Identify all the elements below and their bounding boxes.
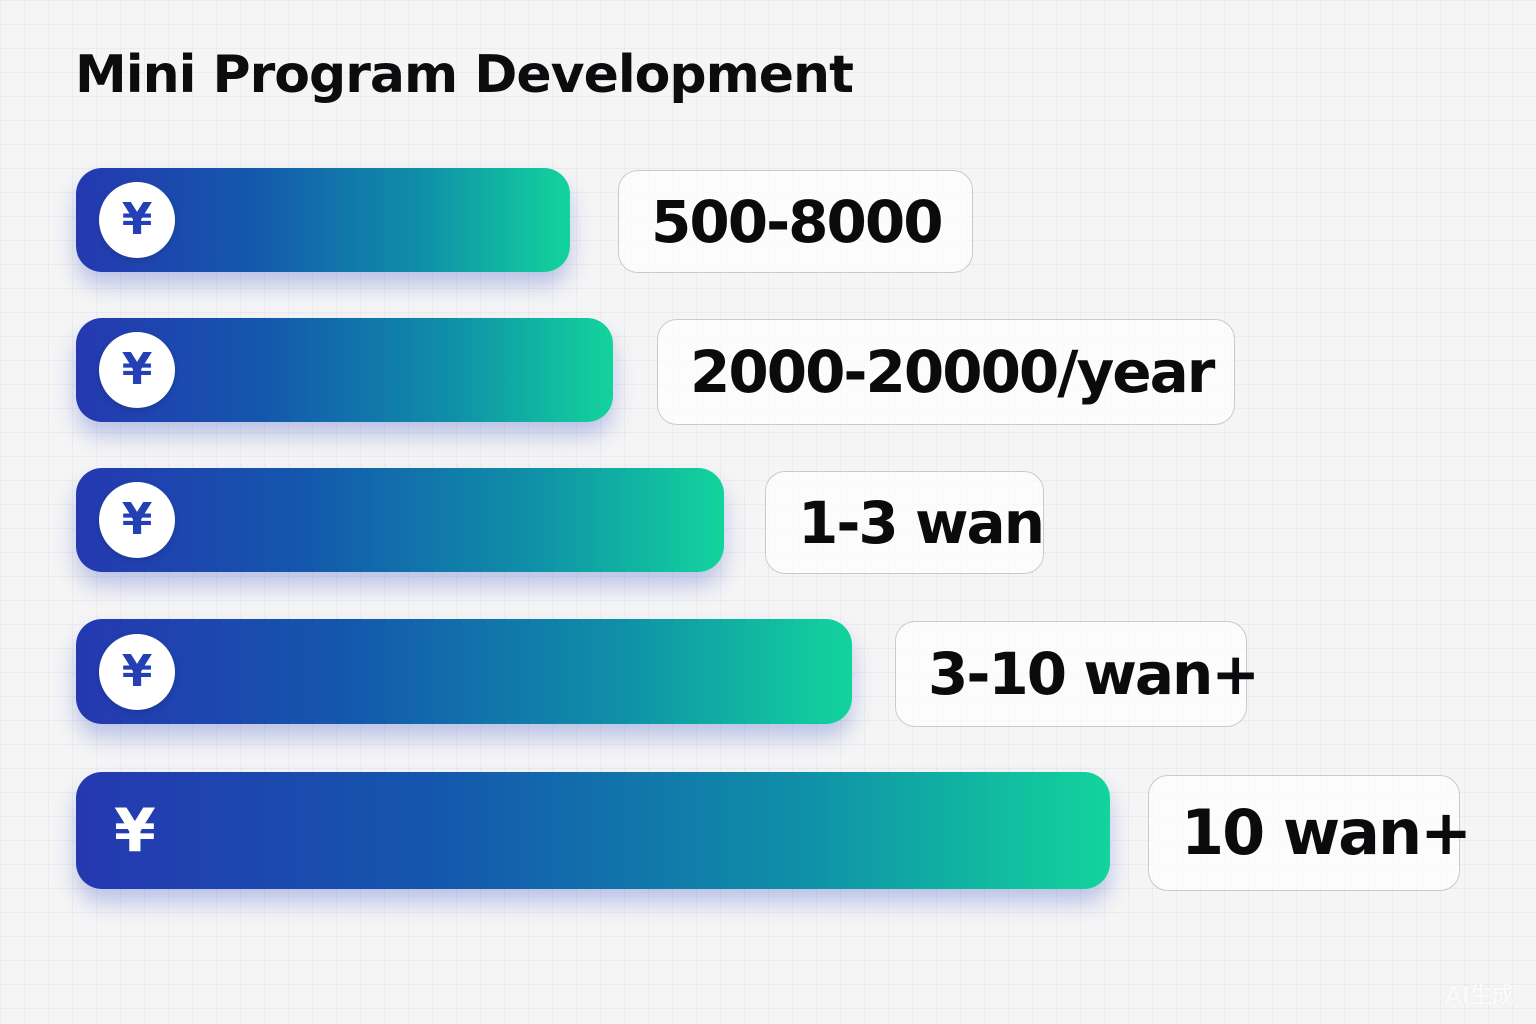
cost-label: 2000-20000/year (690, 338, 1215, 406)
yen-coin-icon: ¥ (99, 633, 175, 710)
cost-label: 1-3 wan (798, 488, 1045, 557)
yen-icon: ¥ (121, 344, 153, 395)
page-title: Mini Program Development (75, 45, 854, 105)
cost-label-box: 1-3 wan (765, 471, 1045, 574)
cost-label-box: 500-8000 (618, 170, 973, 273)
cost-bar: ¥ (76, 619, 852, 724)
cost-bar: ¥ (76, 318, 613, 422)
yen-coin-icon: ¥ (99, 332, 175, 408)
cost-label-box: 10 wan+ (1148, 775, 1472, 891)
cost-bar: ¥ (76, 168, 570, 272)
yen-coin-icon: ¥ (99, 182, 175, 258)
cost-label: 10 wan+ (1181, 796, 1472, 869)
yen-coin-icon: ¥ (99, 482, 175, 558)
yen-icon: ¥ (121, 494, 153, 545)
cost-bar: ¥ (76, 468, 724, 572)
cost-label-box: 3-10 wan+ (895, 621, 1260, 727)
cost-label-box: 2000-20000/year (657, 319, 1235, 425)
cost-bar: ¥ (76, 772, 1110, 889)
yen-icon: ¥ (121, 645, 153, 697)
watermark: AI生成 (1444, 984, 1514, 1009)
yen-icon: ¥ (114, 795, 156, 866)
cost-label: 500-8000 (651, 187, 944, 256)
cost-label: 3-10 wan+ (928, 640, 1260, 708)
yen-icon: ¥ (121, 194, 153, 245)
